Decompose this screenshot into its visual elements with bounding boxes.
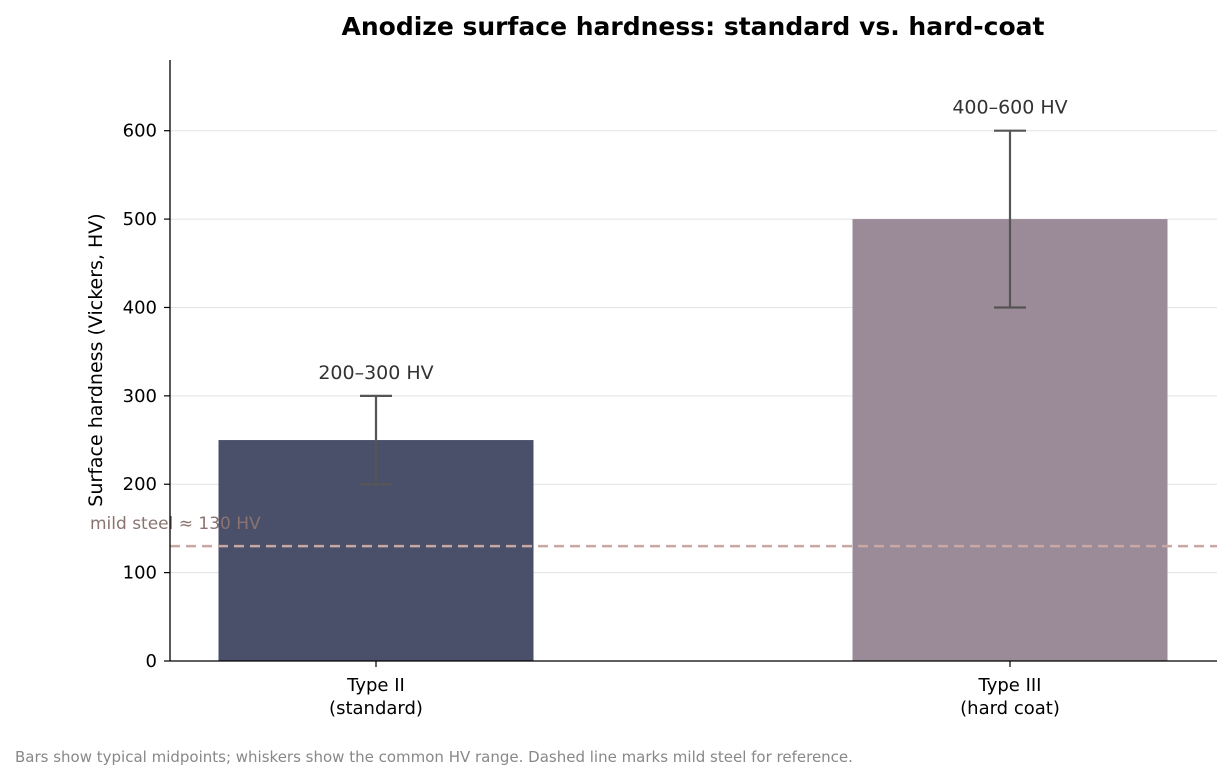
chart-title: Anodize surface hardness: standard vs. h… xyxy=(342,12,1045,41)
y-axis-label: Surface hardness (Vickers, HV) xyxy=(85,213,107,506)
reference-line-group: mild steel ≈ 130 HV xyxy=(90,514,1217,548)
x-tick-label-line: Type III xyxy=(978,675,1042,696)
y-tick-label: 300 xyxy=(123,386,157,407)
range-label: 200–300 HV xyxy=(318,362,433,384)
whiskers xyxy=(360,129,1026,486)
x-tick-label: Type II (standard) xyxy=(329,675,423,719)
reference-line-label: mild steel ≈ 130 HV xyxy=(90,514,261,534)
range-labels: 200–300 HV 400–600 HV xyxy=(318,97,1067,384)
y-tick-label: 100 xyxy=(123,563,157,584)
bars xyxy=(218,219,1168,661)
x-tick-label-line: (hard coat) xyxy=(960,698,1060,719)
y-tick-label: 500 xyxy=(123,209,157,230)
x-tick-label-line: (standard) xyxy=(329,698,423,719)
y-tick-label: 0 xyxy=(146,651,157,672)
x-tick-label-line: Type II xyxy=(346,675,405,696)
y-tick-label: 600 xyxy=(123,121,157,142)
chart-caption: Bars show typical midpoints; whiskers sh… xyxy=(15,748,853,766)
range-label: 400–600 HV xyxy=(952,97,1067,119)
y-tick-label: 400 xyxy=(123,297,157,318)
x-tick-label: Type III (hard coat) xyxy=(960,675,1060,719)
y-tick-label: 200 xyxy=(123,474,157,495)
